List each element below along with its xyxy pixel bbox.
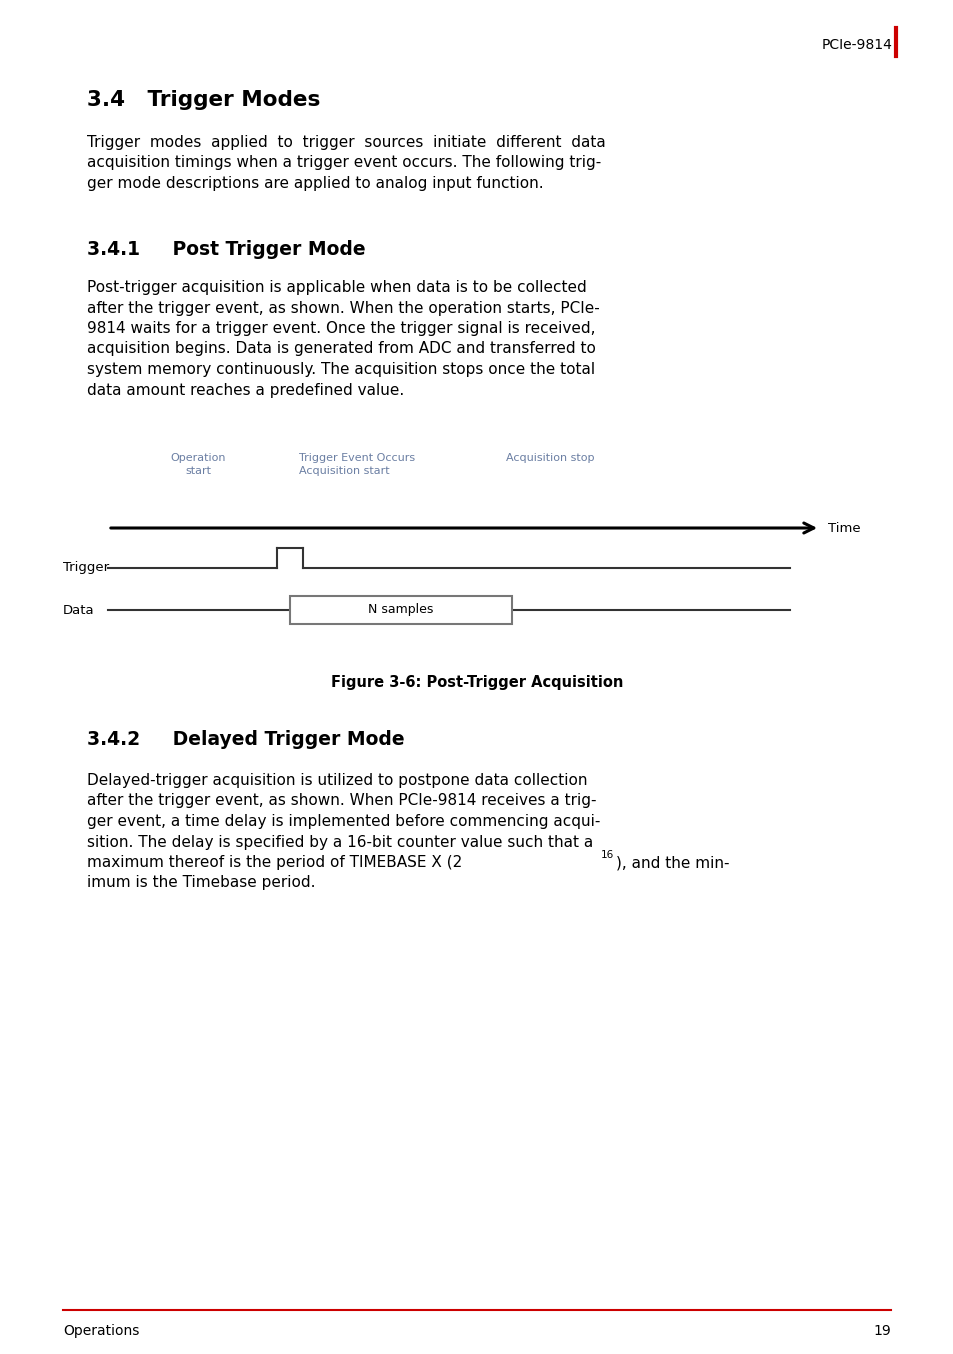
Text: Figure 3-6: Post-Trigger Acquisition: Figure 3-6: Post-Trigger Acquisition	[331, 676, 622, 691]
Text: Delayed-trigger acquisition is utilized to postpone data collection: Delayed-trigger acquisition is utilized …	[87, 773, 587, 788]
Text: maximum thereof is the period of TIMEBASE X (2: maximum thereof is the period of TIMEBAS…	[87, 854, 462, 871]
Text: Trigger Event Occurs: Trigger Event Occurs	[298, 454, 415, 463]
Text: Trigger  modes  applied  to  trigger  sources  initiate  different  data: Trigger modes applied to trigger sources…	[87, 135, 605, 150]
Bar	[290, 596, 512, 624]
Text: Operations: Operations	[63, 1324, 139, 1338]
Text: system memory continuously. The acquisition stops once the total: system memory continuously. The acquisit…	[87, 362, 595, 376]
Text: 3.4.2     Delayed Trigger Mode: 3.4.2 Delayed Trigger Mode	[87, 730, 404, 749]
Text: Acquisition start: Acquisition start	[298, 466, 389, 477]
Text: ger event, a time delay is implemented before commencing acqui-: ger event, a time delay is implemented b…	[87, 814, 599, 829]
Text: start: start	[185, 466, 211, 477]
Text: acquisition timings when a trigger event occurs. The following trig-: acquisition timings when a trigger event…	[87, 156, 600, 171]
Text: sition. The delay is specified by a 16-bit counter value such that a: sition. The delay is specified by a 16-b…	[87, 834, 593, 849]
Text: Trigger: Trigger	[63, 562, 109, 574]
Text: 16: 16	[600, 850, 614, 860]
Text: Acquisition stop: Acquisition stop	[505, 454, 594, 463]
Text: Operation: Operation	[170, 454, 226, 463]
Text: 3.4.1     Post Trigger Mode: 3.4.1 Post Trigger Mode	[87, 240, 365, 259]
Text: ), and the min-: ), and the min-	[616, 854, 729, 871]
Text: 19: 19	[872, 1324, 890, 1338]
Text: ger mode descriptions are applied to analog input function.: ger mode descriptions are applied to ana…	[87, 176, 543, 191]
Text: 3.4   Trigger Modes: 3.4 Trigger Modes	[87, 89, 320, 110]
Text: N samples: N samples	[368, 604, 434, 616]
Text: acquisition begins. Data is generated from ADC and transferred to: acquisition begins. Data is generated fr…	[87, 341, 596, 356]
Text: after the trigger event, as shown. When PCIe-9814 receives a trig-: after the trigger event, as shown. When …	[87, 793, 596, 808]
Text: imum is the Timebase period.: imum is the Timebase period.	[87, 876, 315, 891]
Text: data amount reaches a predefined value.: data amount reaches a predefined value.	[87, 382, 404, 398]
Text: Data: Data	[63, 604, 94, 616]
Text: after the trigger event, as shown. When the operation starts, PCIe-: after the trigger event, as shown. When …	[87, 301, 599, 315]
Text: Post-trigger acquisition is applicable when data is to be collected: Post-trigger acquisition is applicable w…	[87, 280, 586, 295]
Text: PCIe-9814: PCIe-9814	[821, 38, 892, 51]
Text: Time: Time	[827, 521, 860, 535]
Text: 9814 waits for a trigger event. Once the trigger signal is received,: 9814 waits for a trigger event. Once the…	[87, 321, 595, 336]
